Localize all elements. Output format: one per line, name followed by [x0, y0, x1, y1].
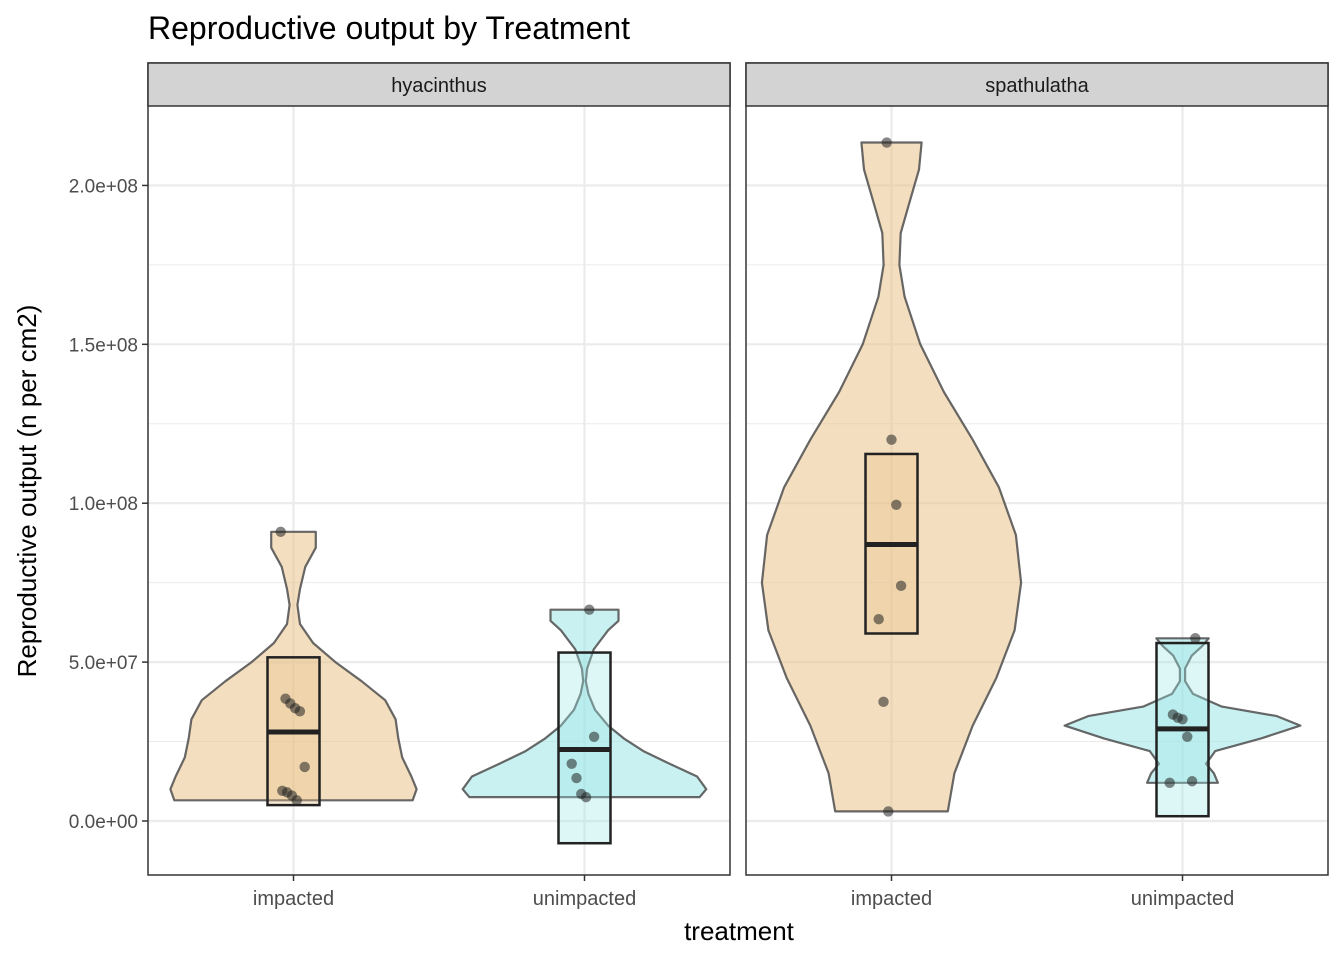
y-tick-label: 5.0e+07 — [69, 653, 138, 674]
violin-impacted — [169, 530, 418, 802]
x-tick-label: impacted — [851, 888, 932, 910]
data-point — [584, 604, 595, 615]
data-point — [588, 731, 600, 742]
data-point — [883, 806, 894, 817]
y-axis-title: Reproductive output (n per cm2) — [12, 305, 42, 678]
data-point — [1182, 731, 1193, 742]
facet-panel-hyacinthus: hyacinthus impacted unimpacted — [147, 62, 731, 910]
data-point — [571, 772, 582, 784]
data-point — [895, 580, 907, 592]
x-axis-title: treatment — [684, 916, 795, 946]
y-tick-label: 0.0e+00 — [69, 812, 138, 833]
data-point — [881, 137, 892, 148]
data-point — [275, 526, 286, 538]
y-tick-label: 1.0e+08 — [69, 494, 138, 515]
x-tick-label: unimpacted — [1131, 888, 1234, 910]
data-point — [1190, 633, 1201, 644]
data-point — [566, 758, 577, 769]
facet-strip-label: spathulatha — [985, 75, 1089, 97]
facet-panel-spathulatha: spathulatha impacted unimpacted — [745, 62, 1329, 910]
y-tick-label: 1.5e+08 — [69, 335, 138, 356]
data-point — [878, 696, 889, 708]
violin-unimpacted — [461, 608, 708, 799]
data-point — [873, 613, 884, 625]
data-point — [299, 761, 310, 773]
facet-strip — [745, 62, 1329, 107]
facet-strip — [147, 62, 731, 107]
violin-unimpacted — [1063, 637, 1302, 784]
data-point — [891, 499, 902, 510]
data-point — [291, 795, 302, 806]
data-point — [1186, 776, 1198, 787]
data-point — [1177, 714, 1188, 725]
y-tick-label: 2.0e+08 — [69, 176, 138, 197]
data-point — [580, 791, 592, 803]
data-point — [294, 706, 306, 717]
chart-title: Reproductive output by Treatment — [148, 10, 630, 46]
violin-impacted — [760, 141, 1023, 813]
data-point — [886, 434, 897, 445]
facet-strip-label: hyacinthus — [391, 75, 487, 97]
data-point — [1164, 777, 1175, 789]
facet-panels: 0.0e+00 5.0e+07 1.0e+08 1.5e+08 2.0e+08 hyaci… — [69, 62, 1329, 910]
x-tick-label: unimpacted — [533, 888, 636, 910]
x-tick-label: impacted — [253, 888, 334, 910]
